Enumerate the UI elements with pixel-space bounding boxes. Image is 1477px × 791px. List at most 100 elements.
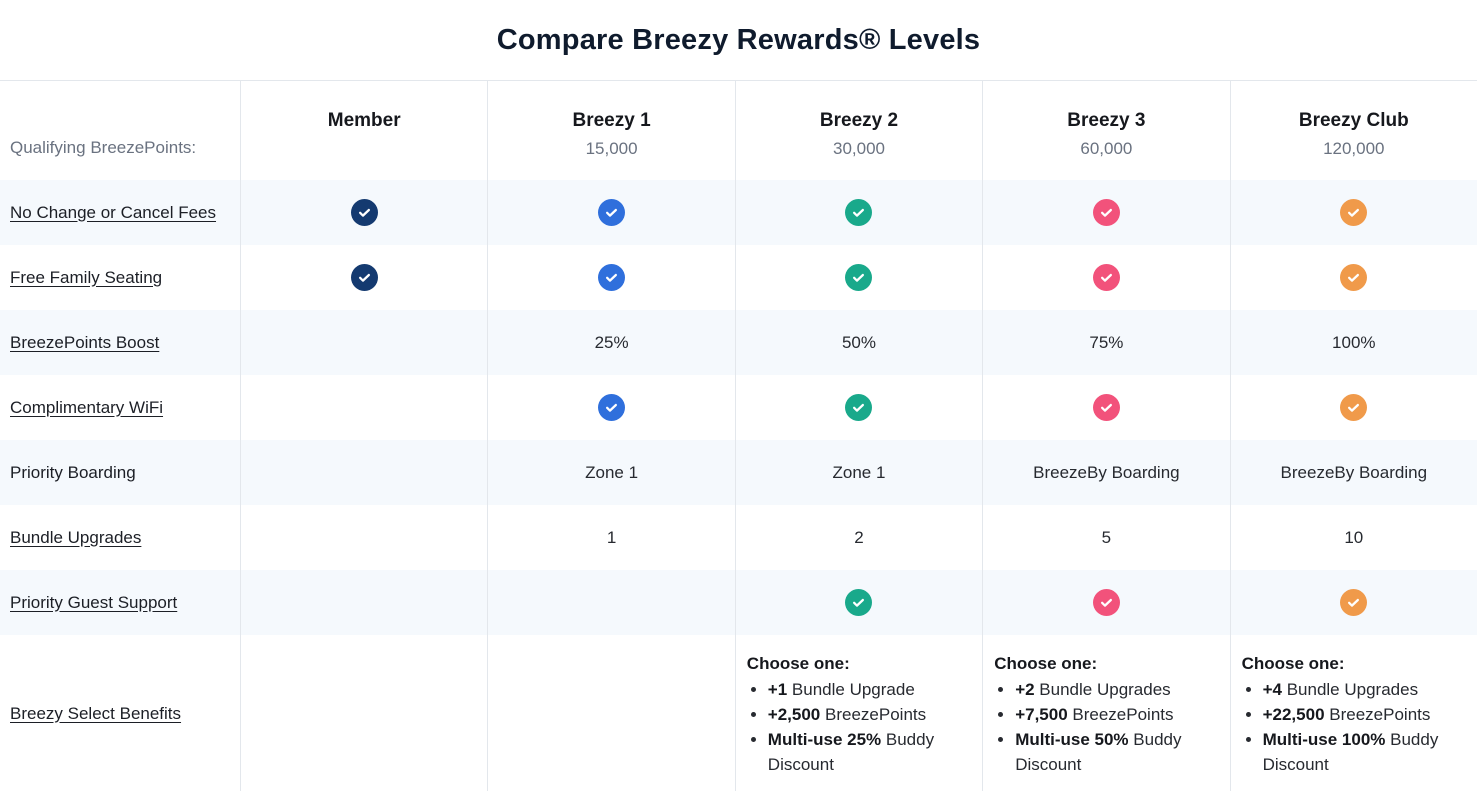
benefit-value-cell: Choose one:+2 Bundle Upgrades+7,500 Bree… bbox=[982, 635, 1229, 791]
choose-one-option: +4 Bundle Upgrades bbox=[1263, 677, 1469, 702]
tier-column-header: Member bbox=[240, 81, 487, 180]
check-icon bbox=[1340, 589, 1368, 616]
rewards-comparison-table: Qualifying BreezePoints: Member Breezy 1 1… bbox=[0, 80, 1477, 791]
tier-name: Member bbox=[327, 110, 401, 131]
benefit-row-label-cell: Bundle Upgrades bbox=[0, 505, 240, 570]
tier-column-header: Breezy 2 30,000 bbox=[734, 81, 982, 180]
choose-one-option: +2 Bundle Upgrades bbox=[1015, 677, 1221, 702]
benefit-value-cell: 50% bbox=[734, 310, 982, 375]
benefit-row-label-cell: Free Family Seating bbox=[0, 245, 240, 310]
benefit-value-cell: BreezeBy Boarding bbox=[982, 440, 1229, 505]
benefit-value-cell: 75% bbox=[982, 310, 1229, 375]
check-icon bbox=[845, 589, 873, 616]
table-row: BreezePoints Boost 25% 50% 75% 100% bbox=[0, 310, 1477, 375]
table-row: Bundle Upgrades 1 2 5 10 bbox=[0, 505, 1477, 570]
benefit-value-cell bbox=[982, 375, 1229, 440]
option-bold-part: +2,500 bbox=[767, 705, 821, 724]
tier-column-header: Breezy 1 15,000 bbox=[487, 81, 734, 180]
option-bold-part: +4 bbox=[1262, 680, 1282, 699]
choose-one-option: +7,500 BreezePoints bbox=[1015, 702, 1221, 727]
benefit-value: 100% bbox=[1332, 332, 1376, 352]
choose-one-list: +1 Bundle Upgrade +2,500 BreezePoints Mult… bbox=[768, 677, 974, 777]
option-bold-part: Multi-use 100% bbox=[1262, 730, 1386, 749]
benefit-row-label-cell: No Change or Cancel Fees bbox=[0, 180, 240, 245]
check-icon bbox=[598, 199, 626, 226]
option-bold-part: +7,500 bbox=[1015, 705, 1068, 724]
option-text-part: Bundle Upgrades bbox=[1034, 680, 1171, 699]
benefit-value-cell bbox=[487, 180, 734, 245]
check-icon bbox=[598, 264, 626, 291]
check-icon bbox=[1092, 589, 1120, 616]
benefit-value-cell bbox=[982, 245, 1229, 310]
choose-one-block: Choose one:+2 Bundle Upgrades+7,500 Bree… bbox=[994, 654, 1221, 777]
benefit-value-cell: 2 bbox=[734, 505, 982, 570]
benefit-value: 1 bbox=[606, 527, 617, 547]
benefit-value-cell bbox=[734, 375, 982, 440]
option-text-part: Bundle Upgrade bbox=[787, 680, 915, 699]
choose-one-list: +4 Bundle Upgrades+22,500 BreezePointsMu… bbox=[1263, 677, 1469, 777]
choose-one-list: +2 Bundle Upgrades+7,500 BreezePointsMul… bbox=[1015, 677, 1221, 777]
tier-name: Breezy 3 bbox=[1067, 110, 1146, 131]
benefit-value-cell bbox=[982, 570, 1229, 635]
benefit-value: 2 bbox=[854, 527, 864, 547]
benefit-value: BreezeBy Boarding bbox=[1280, 462, 1428, 482]
benefit-value-cell bbox=[240, 635, 487, 791]
table-row: Breezy Select Benefits Choose one: +1 Bund… bbox=[0, 635, 1477, 791]
choose-one-option: +22,500 BreezePoints bbox=[1263, 702, 1469, 727]
benefit-label[interactable]: Free Family Seating bbox=[10, 267, 163, 287]
benefit-label: Priority Boarding bbox=[10, 462, 136, 482]
benefit-value-cell: Choose one:+4 Bundle Upgrades+22,500 Bre… bbox=[1229, 635, 1477, 791]
page-title: Compare Breezy Rewards® Levels bbox=[496, 23, 981, 56]
check-icon bbox=[350, 199, 378, 226]
check-icon bbox=[845, 199, 873, 226]
benefit-value: 25% bbox=[594, 332, 629, 352]
benefit-label[interactable]: Priority Guest Support bbox=[10, 592, 178, 612]
benefit-row-label-cell: Priority Guest Support bbox=[0, 570, 240, 635]
benefit-value-cell bbox=[982, 180, 1229, 245]
check-icon bbox=[1092, 264, 1120, 291]
choose-one-option: +1 Bundle Upgrade bbox=[768, 677, 974, 702]
choose-one-option: Multi-use 100% Buddy Discount bbox=[1263, 727, 1469, 777]
benefit-value-cell bbox=[1229, 570, 1477, 635]
option-bold-part: Multi-use 50% bbox=[1015, 730, 1129, 749]
choose-one-block: Choose one:+4 Bundle Upgrades+22,500 Bre… bbox=[1242, 654, 1469, 777]
option-bold-part: Multi-use 25% bbox=[767, 730, 882, 749]
benefit-value: Zone 1 bbox=[832, 462, 886, 482]
choose-one-heading: Choose one: bbox=[746, 654, 850, 673]
option-text-part: Bundle Upgrades bbox=[1281, 680, 1419, 699]
choose-one-heading: Choose one: bbox=[994, 654, 1098, 673]
check-icon bbox=[845, 264, 873, 291]
benefit-value-cell bbox=[240, 310, 487, 375]
benefit-value-cell bbox=[1229, 245, 1477, 310]
choose-one-option: Multi-use 50% Buddy Discount bbox=[1015, 727, 1221, 777]
benefit-value-cell: Choose one: +1 Bundle Upgrade +2,500 Breez… bbox=[734, 635, 982, 791]
benefit-value-cell bbox=[487, 245, 734, 310]
benefit-value: 5 bbox=[1101, 527, 1112, 547]
benefit-value-cell bbox=[734, 245, 982, 310]
benefit-value-cell bbox=[487, 635, 734, 791]
qualifying-points-label: Qualifying BreezePoints: bbox=[10, 138, 197, 157]
check-icon bbox=[1092, 199, 1120, 226]
benefit-value-cell bbox=[240, 245, 487, 310]
benefit-value: 10 bbox=[1344, 527, 1364, 547]
benefit-value-cell bbox=[487, 570, 734, 635]
check-icon bbox=[1340, 264, 1368, 291]
check-icon bbox=[1092, 394, 1120, 421]
check-icon bbox=[1340, 199, 1368, 226]
option-text-part: BreezePoints bbox=[1067, 705, 1174, 724]
table-row: Complimentary WiFi bbox=[0, 375, 1477, 440]
benefit-value-cell bbox=[734, 570, 982, 635]
benefit-label[interactable]: Complimentary WiFi bbox=[10, 397, 164, 417]
benefit-value-cell: 10 bbox=[1229, 505, 1477, 570]
benefit-value-cell bbox=[240, 375, 487, 440]
benefit-label[interactable]: Breezy Select Benefits bbox=[10, 703, 182, 723]
benefit-label[interactable]: Bundle Upgrades bbox=[10, 527, 142, 547]
option-bold-part: +2 bbox=[1015, 680, 1035, 699]
benefit-label[interactable]: BreezePoints Boost bbox=[10, 332, 160, 352]
benefit-value: BreezeBy Boarding bbox=[1033, 462, 1180, 482]
benefit-value-cell: 5 bbox=[982, 505, 1229, 570]
option-text-part: BreezePoints bbox=[820, 705, 927, 724]
page-header: Compare Breezy Rewards® Levels bbox=[0, 0, 1477, 80]
benefit-label[interactable]: No Change or Cancel Fees bbox=[10, 202, 217, 222]
check-icon bbox=[598, 394, 626, 421]
